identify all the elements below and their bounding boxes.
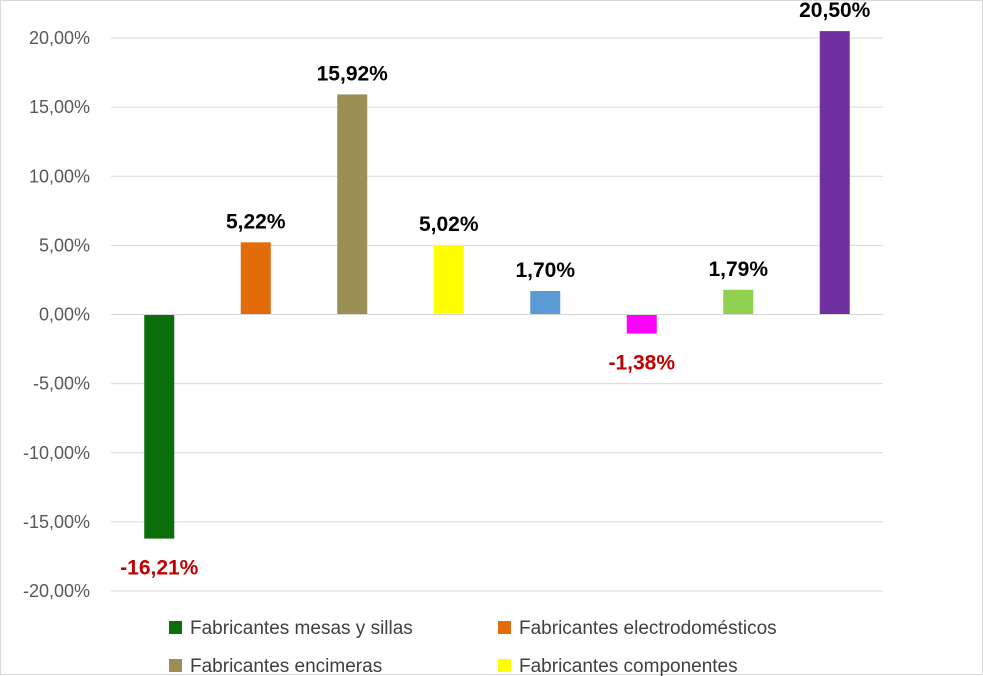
legend-label: Fabricantes mesas y sillas bbox=[190, 618, 413, 639]
legend-swatch bbox=[169, 621, 182, 634]
y-tick-label: 10,00% bbox=[29, 166, 90, 186]
bar bbox=[337, 94, 368, 315]
y-tick-label: -15,00% bbox=[23, 512, 90, 532]
legend-swatch bbox=[498, 659, 511, 672]
legend-label: Fabricantes encimeras bbox=[190, 656, 382, 676]
data-label: -1,38% bbox=[608, 352, 675, 375]
legend-swatch bbox=[498, 621, 511, 634]
y-tick-label: 5,00% bbox=[39, 235, 90, 255]
y-tick-label: -10,00% bbox=[23, 443, 90, 463]
bar bbox=[723, 289, 754, 315]
bar bbox=[819, 31, 850, 315]
y-tick-label: 20,00% bbox=[29, 28, 90, 48]
data-label: 1,70% bbox=[515, 259, 575, 282]
y-tick-label: -20,00% bbox=[23, 581, 90, 601]
data-label: 20,50% bbox=[799, 1, 871, 22]
legend-label: Fabricantes electrodomésticos bbox=[519, 618, 777, 639]
y-tick-label: 0,00% bbox=[39, 305, 90, 325]
legend-swatch bbox=[169, 659, 182, 672]
data-label: 15,92% bbox=[317, 62, 389, 85]
bar bbox=[433, 245, 464, 315]
data-label: 5,02% bbox=[419, 213, 479, 236]
legend-label: Fabricantes componentes bbox=[519, 656, 738, 676]
data-label: 1,79% bbox=[708, 258, 768, 281]
bar bbox=[240, 242, 271, 315]
bar bbox=[144, 314, 175, 539]
y-tick-label: -5,00% bbox=[33, 374, 90, 394]
data-label: 5,22% bbox=[226, 210, 286, 233]
bar bbox=[626, 314, 657, 334]
bar bbox=[530, 290, 561, 315]
data-label: -16,21% bbox=[120, 557, 199, 580]
y-tick-label: 15,00% bbox=[29, 97, 90, 117]
